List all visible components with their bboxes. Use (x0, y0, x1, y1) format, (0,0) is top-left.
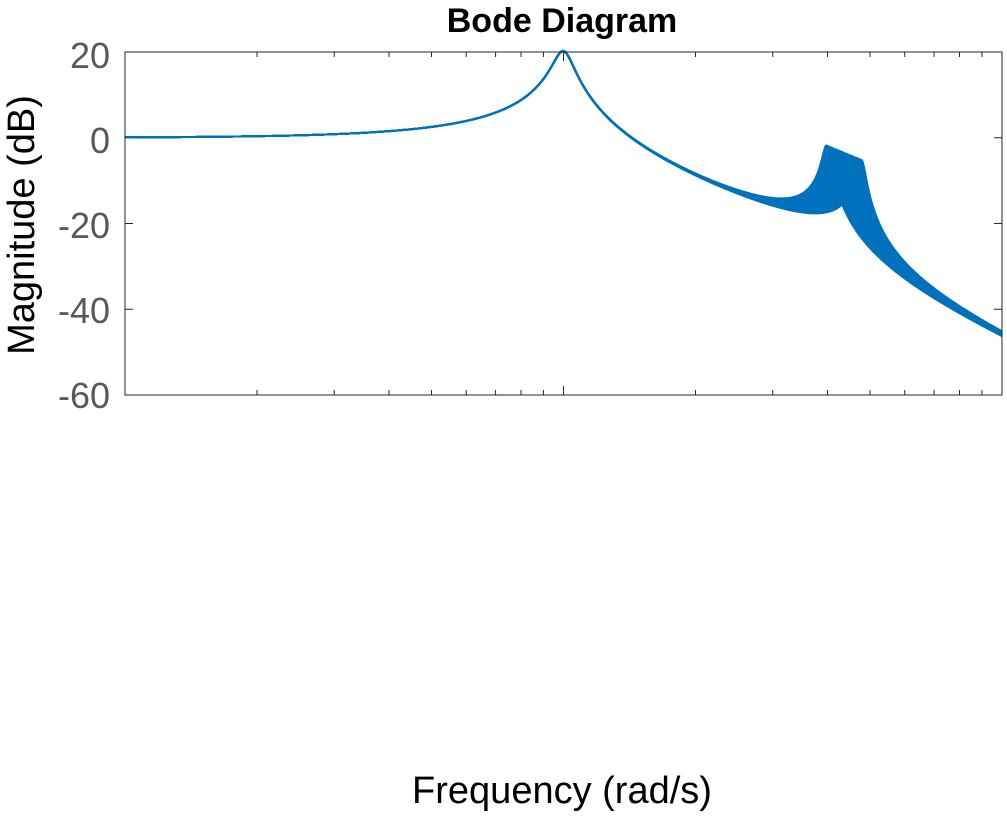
magnitude-series-line (124, 49, 1003, 337)
magnitude-series-line (124, 50, 1003, 334)
magnitude-series-line (124, 50, 1003, 335)
magnitude-series-line (124, 50, 1003, 336)
magnitude-series-line (124, 49, 1003, 337)
magnitude-series-line (124, 49, 1003, 337)
magnitude-series-line (124, 50, 1003, 336)
x-axis-label: Frequency (rad/s) (412, 770, 712, 812)
axis-ticks (125, 51, 1002, 396)
magnitude-series-line (124, 50, 1003, 333)
magnitude-series-line (124, 49, 1003, 337)
magnitude-series-line (124, 50, 1003, 335)
magnitude-series-line (124, 50, 1003, 335)
magnitude-series-line (124, 50, 1003, 335)
magnitude-series-line (124, 50, 1003, 334)
y-tick-label: -20 (58, 205, 110, 246)
magnitude-series-line (124, 50, 1003, 336)
y-tick-label: 20 (70, 35, 110, 76)
y-tick-label: -60 (58, 375, 110, 416)
magnitude-series-line (124, 50, 1003, 333)
series-lines (124, 49, 1003, 337)
y-axis-label: Magnitude (dB) (1, 95, 43, 355)
magnitude-series-line (124, 50, 1003, 333)
magnitude-series-line (124, 50, 1003, 335)
magnitude-series-line (124, 50, 1003, 334)
magnitude-series-line (124, 50, 1003, 336)
magnitude-series-line (124, 50, 1003, 335)
magnitude-series-line (124, 49, 1003, 336)
y-tick-label: -40 (58, 290, 110, 331)
magnitude-series-line (124, 50, 1003, 334)
chart-title: Bode Diagram (447, 2, 678, 40)
magnitude-series-line (124, 50, 1003, 333)
magnitude-series-line (124, 49, 1003, 337)
y-tick-labels: 20 0 -20 -40 -60 (58, 35, 110, 416)
magnitude-series-line (124, 50, 1003, 334)
magnitude-series-line (124, 50, 1003, 336)
y-tick-label: 0 (90, 120, 110, 161)
magnitude-series-line (124, 49, 1003, 337)
magnitude-series-line (124, 50, 1003, 334)
plot-frame (124, 51, 1003, 396)
magnitude-series-line (124, 50, 1003, 333)
magnitude-series-line (124, 49, 1003, 337)
